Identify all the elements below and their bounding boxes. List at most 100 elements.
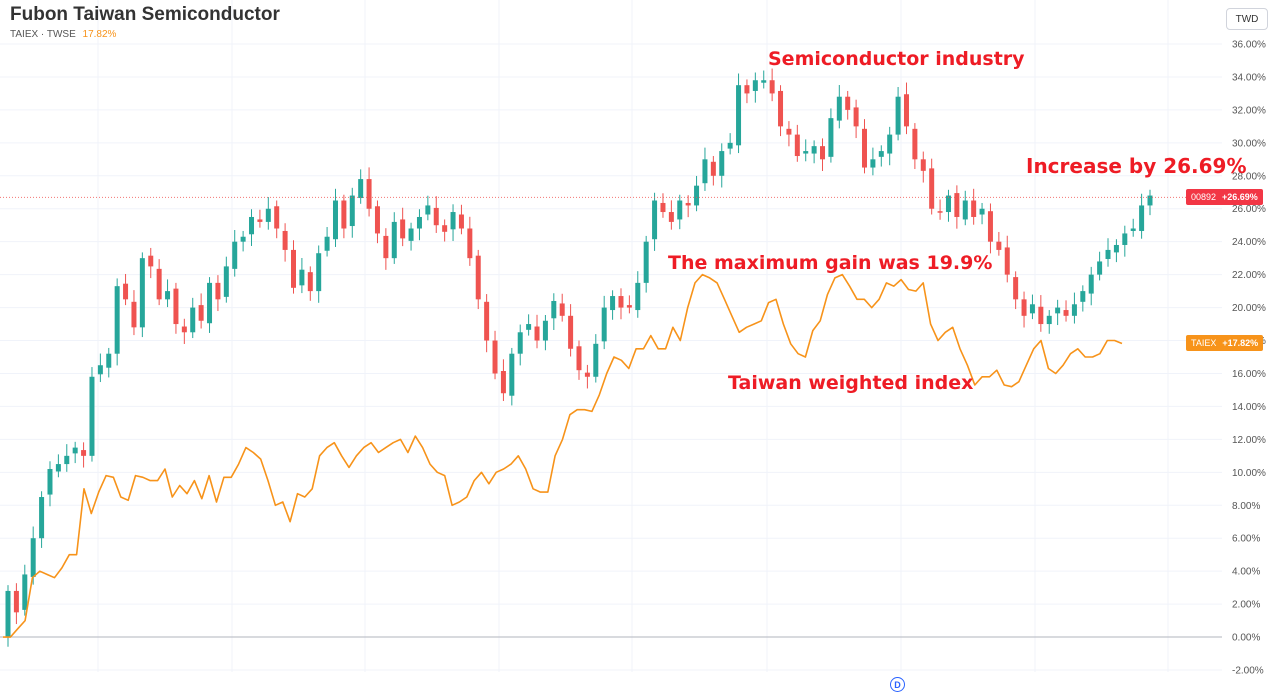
- candle: [442, 219, 448, 242]
- candle-body: [30, 538, 36, 577]
- candle-body: [81, 450, 87, 456]
- candle: [64, 444, 70, 472]
- candle-body: [425, 205, 431, 215]
- candle-body: [736, 85, 742, 146]
- candle: [106, 347, 112, 378]
- candle: [979, 202, 985, 225]
- series-00892-candles: [5, 68, 1153, 647]
- y-tick-label: 14.00%: [1232, 402, 1266, 413]
- candle-body: [1113, 244, 1119, 253]
- candle-body: [1080, 291, 1086, 302]
- candle-body: [694, 185, 700, 206]
- candle: [794, 124, 800, 162]
- candle: [878, 145, 884, 167]
- candle: [828, 108, 834, 163]
- candle: [123, 273, 129, 306]
- candle: [626, 295, 632, 314]
- candle: [912, 123, 918, 170]
- candle-body: [433, 207, 439, 226]
- candle: [945, 189, 951, 222]
- subtitle-change: 17.82%: [82, 29, 117, 40]
- candle-body: [97, 365, 103, 375]
- candle-body: [114, 286, 120, 354]
- candle-body: [383, 235, 389, 259]
- candle: [559, 293, 565, 322]
- candle-body: [156, 268, 162, 300]
- y-tick-label: 16.00%: [1232, 369, 1266, 380]
- candle: [1122, 225, 1128, 257]
- chart-subtitle: TAIEX · TWSE 17.82%: [10, 29, 116, 40]
- candle: [282, 223, 288, 262]
- candle: [1139, 193, 1145, 239]
- candle-body: [719, 151, 725, 176]
- candle: [89, 367, 95, 462]
- candle-body: [148, 255, 154, 267]
- annotation-semiconductor: Semiconductor industry: [768, 48, 1025, 70]
- candle: [181, 318, 187, 344]
- candle-body: [845, 96, 851, 110]
- candle: [425, 195, 431, 221]
- y-tick-label: 20.00%: [1232, 303, 1266, 314]
- candle: [517, 324, 523, 366]
- candle-body: [761, 80, 767, 83]
- candle-body: [987, 211, 993, 242]
- badge-value: +17.82%: [1222, 338, 1259, 349]
- candle-body: [299, 269, 305, 286]
- candle-body: [55, 464, 61, 472]
- candle-body: [744, 85, 750, 94]
- candle-body: [542, 320, 548, 341]
- candle-body: [945, 195, 951, 213]
- candle-body: [500, 371, 506, 394]
- candle-body: [173, 288, 179, 325]
- candle: [39, 491, 45, 548]
- candle: [1088, 266, 1094, 306]
- candle: [416, 209, 422, 241]
- candle-body: [920, 159, 926, 171]
- currency-button[interactable]: TWD: [1226, 8, 1268, 30]
- y-tick-label: 2.00%: [1232, 600, 1260, 611]
- candle-body: [5, 590, 11, 638]
- candle-body: [862, 128, 867, 168]
- candle-body: [853, 107, 859, 127]
- candle: [492, 330, 498, 380]
- candle: [232, 229, 238, 277]
- candle: [358, 169, 364, 204]
- candle-body: [786, 128, 792, 135]
- candle: [72, 441, 78, 464]
- badge-value: +26.69%: [1222, 192, 1258, 203]
- candle: [769, 68, 775, 102]
- candle: [1029, 294, 1035, 320]
- y-tick-label: 26.00%: [1232, 204, 1266, 215]
- candle: [920, 151, 926, 183]
- candle-body: [64, 455, 70, 465]
- candle-body: [1004, 247, 1010, 275]
- candle: [618, 288, 624, 320]
- candle: [1021, 291, 1027, 328]
- candle: [307, 266, 313, 301]
- badge-symbol: 00892: [1191, 192, 1217, 203]
- candle: [148, 247, 154, 279]
- candle-body: [778, 90, 784, 127]
- candle: [198, 293, 204, 329]
- candle: [635, 271, 641, 318]
- candle-body: [47, 469, 53, 495]
- candle-body: [190, 307, 196, 333]
- candle-body: [1055, 307, 1061, 314]
- candle-body: [1122, 233, 1128, 245]
- annotation-taiex: Taiwan weighted index: [728, 372, 974, 394]
- candle: [299, 257, 305, 294]
- candle-body: [72, 447, 78, 454]
- candle-body: [568, 315, 574, 349]
- candle: [316, 245, 322, 303]
- candle: [139, 252, 145, 338]
- candle-body: [794, 134, 800, 157]
- candle-body: [677, 200, 683, 220]
- candle: [165, 279, 171, 308]
- candle: [643, 235, 649, 293]
- candle-body: [207, 282, 213, 324]
- candle-body: [131, 301, 137, 328]
- dividend-marker-icon[interactable]: D: [890, 677, 905, 692]
- candle-body: [1071, 304, 1077, 316]
- candle-body: [534, 326, 540, 341]
- candle: [576, 340, 582, 380]
